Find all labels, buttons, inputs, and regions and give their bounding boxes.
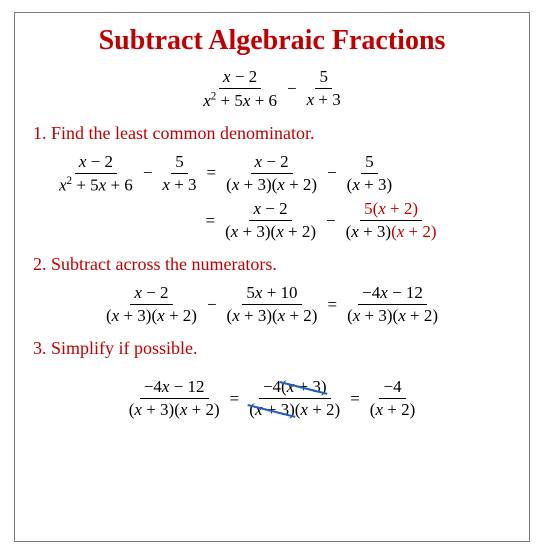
minus-sign: − — [207, 295, 217, 315]
step-3-label: 3. Simplify if possible. — [33, 338, 519, 359]
problem-right-den: x + 3 — [307, 90, 341, 109]
frac-result: −4 (x + 2) — [366, 377, 419, 420]
frac: x − 2 (x + 3)(x + 2) — [221, 199, 320, 242]
frac: 5x + 10 (x + 3)(x + 2) — [223, 283, 322, 326]
step-2-label: 2. Subtract across the numerators. — [33, 254, 519, 275]
equals-sign: = — [205, 211, 215, 231]
equals-sign: = — [350, 389, 360, 409]
step-3-line-1: −4x − 12 (x + 3)(x + 2) = −4(x + 3) (x +… — [25, 377, 519, 420]
step-2-line-1: x − 2 (x + 3)(x + 2) − 5x + 10 (x + 3)(x… — [25, 283, 519, 326]
content-frame: Subtract Algebraic Fractions x − 2 x2 + … — [14, 12, 530, 542]
frac-cancel: −4(x + 3) (x + 3)(x + 2) — [245, 377, 344, 420]
minus-sign: − — [326, 211, 336, 231]
step-1-line-1: x − 2 x2 + 5x + 6 − 5 x + 3 = x − 2 (x +… — [25, 152, 519, 196]
problem-right-num: 5 — [315, 67, 332, 89]
equals-sign: = — [327, 295, 337, 315]
step-1-line-2: = x − 2 (x + 3)(x + 2) − 5(x + 2) (x + 3… — [25, 199, 519, 242]
frac: x − 2 (x + 3)(x + 2) — [222, 152, 321, 195]
problem-left-num: x − 2 — [223, 67, 257, 86]
problem-equation: x − 2 x2 + 5x + 6 − 5 x + 3 — [25, 67, 519, 111]
equals-sign: = — [230, 389, 240, 409]
problem-frac-right: 5 x + 3 — [303, 67, 345, 110]
minus-sign: − — [287, 79, 297, 99]
minus-sign: − — [143, 163, 153, 183]
cancelled-factor: (x + 3) — [249, 400, 294, 420]
equals-sign: = — [207, 163, 217, 183]
frac: −4x − 12 (x + 3)(x + 2) — [125, 377, 224, 420]
frac-highlighted: 5(x + 2) (x + 3)(x + 2) — [342, 199, 441, 242]
frac: x − 2 (x + 3)(x + 2) — [102, 283, 201, 326]
minus-sign: − — [327, 163, 337, 183]
title: Subtract Algebraic Fractions — [25, 25, 519, 57]
cancelled-factor: (x + 3) — [281, 377, 326, 397]
page: Subtract Algebraic Fractions x − 2 x2 + … — [0, 0, 544, 558]
frac: 5 x + 3 — [158, 152, 200, 195]
frac: −4x − 12 (x + 3)(x + 2) — [343, 283, 442, 326]
step-1-label: 1. Find the least common denominator. — [33, 123, 519, 144]
frac: x − 2 x2 + 5x + 6 — [55, 152, 137, 196]
problem-left-den: x2 + 5x + 6 — [203, 91, 277, 110]
frac: 5 (x + 3) — [343, 152, 396, 195]
problem-frac-left: x − 2 x2 + 5x + 6 — [199, 67, 281, 111]
